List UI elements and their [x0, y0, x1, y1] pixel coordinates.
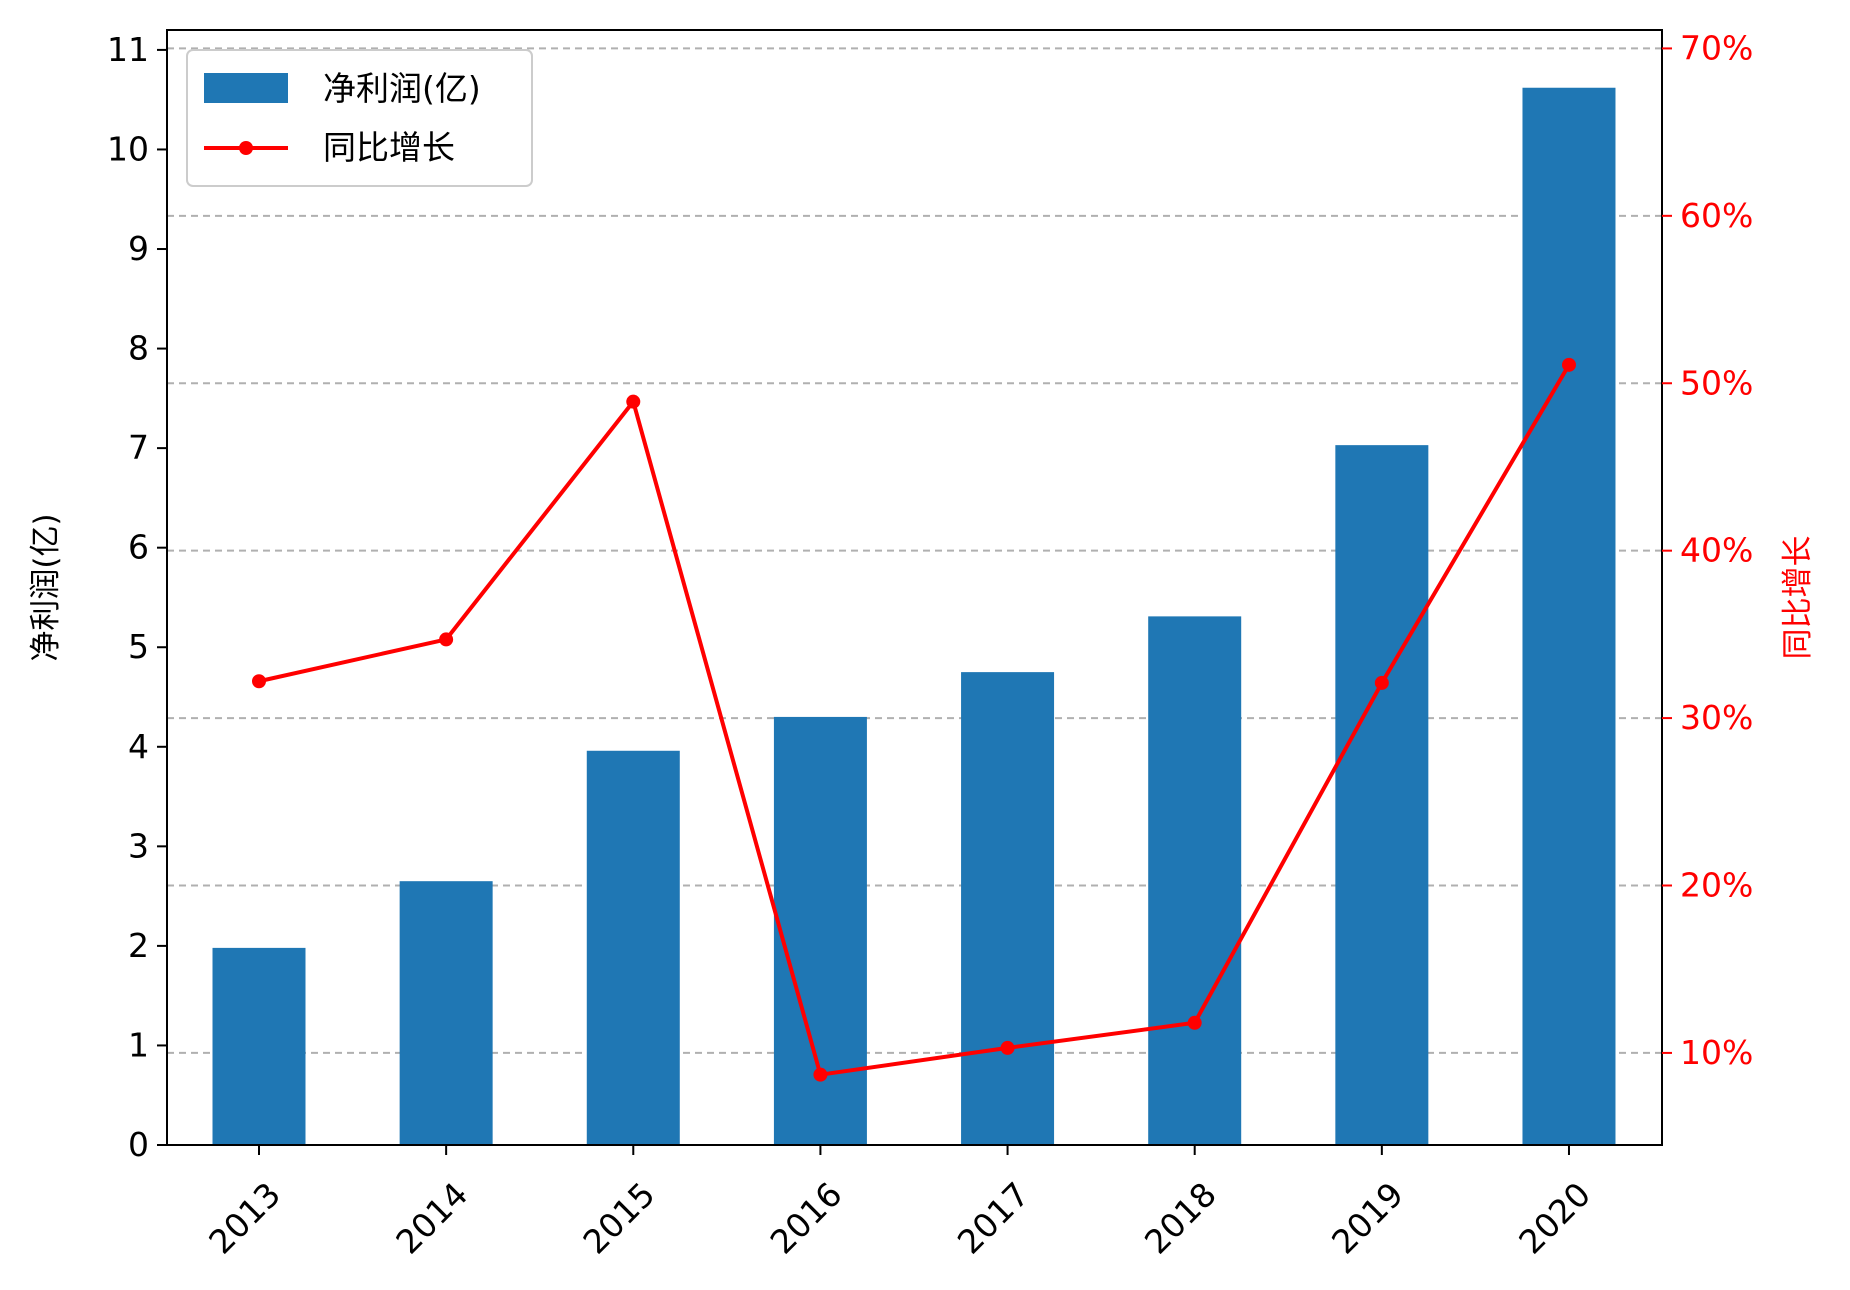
y-tick-label: 3: [128, 826, 149, 865]
y-axis-right-title: 同比增长: [1780, 536, 1816, 660]
y-tick-label: 10: [107, 129, 149, 168]
y-tick-label: 7: [128, 428, 149, 467]
bar-2018: [1148, 616, 1242, 1145]
x-tick-label: 2019: [1324, 1175, 1411, 1262]
y-tick-label: 9: [128, 229, 149, 268]
y2-tick-label: 60%: [1680, 196, 1753, 235]
y-tick-label: 6: [128, 528, 149, 567]
y2-tick-label: 70%: [1680, 28, 1753, 67]
y-tick-label: 4: [128, 727, 149, 766]
growth-point-2018: [1187, 1015, 1202, 1030]
x-tick-label: 2015: [576, 1175, 663, 1262]
x-tick-label: 2014: [388, 1175, 475, 1262]
growth-point-2019: [1374, 675, 1389, 690]
x-axis: 2013 2014 2015 2016 2017 2018 2019 2020: [201, 1145, 1598, 1262]
y-tick-label: 8: [128, 329, 149, 368]
bar-2013: [212, 947, 306, 1145]
x-tick-label: 2017: [950, 1175, 1037, 1262]
y2-tick-label: 30%: [1680, 698, 1753, 737]
y-tick-label: 2: [128, 926, 149, 965]
y2-tick-label: 20%: [1680, 866, 1753, 905]
growth-point-2015: [626, 394, 641, 409]
y-tick-label: 5: [128, 627, 149, 666]
legend-bar-label: 净利润(亿): [323, 69, 481, 108]
y-tick-label: 11: [107, 30, 149, 69]
y2-tick-label: 50%: [1680, 363, 1753, 402]
y2-tick-label: 40%: [1680, 531, 1753, 570]
growth-point-2016: [813, 1067, 828, 1082]
growth-point-2017: [1000, 1040, 1015, 1055]
x-tick-label: 2016: [763, 1175, 850, 1262]
bar-2014: [399, 881, 493, 1145]
legend: 净利润(亿) 同比增长: [186, 49, 533, 187]
growth-point-2020: [1561, 357, 1576, 372]
y-tick-label: 1: [128, 1025, 149, 1064]
growth-point-2014: [439, 632, 454, 647]
x-tick-label: 2013: [201, 1175, 288, 1262]
x-tick-label: 2018: [1137, 1175, 1224, 1262]
legend-line-marker: [239, 141, 253, 155]
y2-tick-label: 10%: [1680, 1033, 1753, 1072]
y-axis-right: 10% 20% 30% 40% 50% 60% 70%: [1662, 28, 1753, 1072]
bar-2017: [961, 672, 1055, 1145]
bar-series: [212, 87, 1616, 1145]
growth-line: [258, 363, 1571, 1077]
growth-line-series: [252, 357, 1576, 1082]
y-tick-label: 0: [128, 1125, 149, 1164]
legend-line-label: 同比增长: [323, 128, 455, 167]
y-axis-left: 0 1 2 3 4 5 6 7 8 9 10 11: [107, 30, 167, 1164]
x-tick-label: 2020: [1511, 1175, 1598, 1262]
legend-bar-swatch: [204, 73, 288, 103]
growth-point-2013: [252, 674, 266, 689]
plot-frame: [166, 29, 1663, 1146]
y-axis-left-title: 净利润(亿): [28, 513, 64, 661]
bar-2015: [586, 750, 680, 1145]
bar-2019: [1335, 445, 1429, 1145]
grid-lines: [167, 47, 1662, 1054]
bar-2020: [1522, 87, 1616, 1145]
